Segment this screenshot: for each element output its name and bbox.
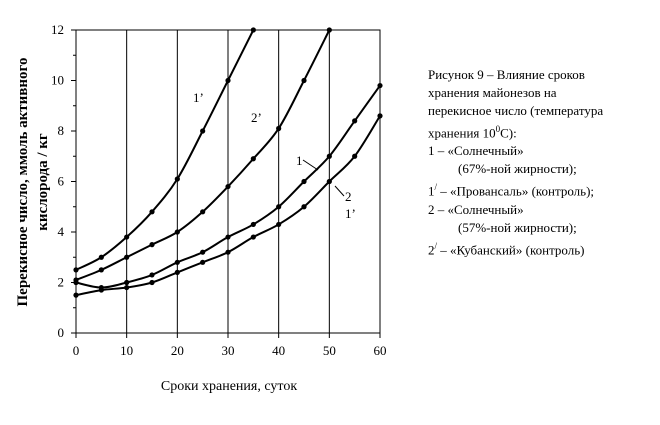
data-point <box>73 267 79 273</box>
data-point <box>200 259 206 265</box>
data-point <box>98 267 104 273</box>
x-tick-label: 0 <box>73 343 80 358</box>
data-point <box>73 292 79 298</box>
data-point <box>250 234 256 240</box>
data-point <box>200 128 206 134</box>
data-point <box>326 27 332 33</box>
y-tick-label: 2 <box>58 275 65 290</box>
data-point <box>276 221 282 228</box>
data-point <box>377 82 383 89</box>
legend-item-1p: 1/ – «Провансаль» (контроль); <box>428 182 595 199</box>
curve-label-1p: 1’ <box>193 90 204 105</box>
data-point <box>276 204 282 210</box>
curve-label-1: 1 <box>296 153 303 168</box>
y-tick-label: 10 <box>51 73 64 88</box>
data-point <box>174 259 180 265</box>
series-line <box>76 30 255 271</box>
caption-line: хранения 100С): <box>428 124 517 141</box>
data-point <box>352 153 358 159</box>
y-tick-label: 0 <box>58 325 65 340</box>
data-point <box>225 234 231 240</box>
y-axis-title-line1: Перекисное число, ммоль активного <box>15 58 31 307</box>
data-point <box>149 279 155 286</box>
x-tick-label: 20 <box>171 343 184 358</box>
series-line <box>76 30 331 281</box>
data-point <box>124 234 130 240</box>
data-point <box>200 249 206 255</box>
data-point <box>301 204 307 210</box>
data-point <box>149 209 155 215</box>
data-point <box>301 77 307 84</box>
y-axis-title-line2: кислорода / кг <box>35 133 51 231</box>
data-point <box>301 178 307 185</box>
legend-item-1-note: (67%-ной жирности); <box>458 161 577 177</box>
x-tick-label: 30 <box>222 343 235 358</box>
caption-line: перекисное число (температура <box>428 103 604 118</box>
data-point <box>250 27 256 33</box>
data-point <box>124 284 130 291</box>
data-point <box>250 156 256 162</box>
data-point <box>200 209 206 215</box>
caption-line: хранения майонезов на <box>428 85 557 100</box>
figure-caption: Рисунок 9 – Влияние сроков хранения майо… <box>428 66 656 259</box>
x-tick-label: 50 <box>323 343 336 358</box>
y-tick-label: 12 <box>51 22 64 37</box>
y-tick-label: 4 <box>58 224 65 239</box>
data-point <box>276 125 282 132</box>
data-point <box>326 178 332 185</box>
series-points <box>73 27 383 298</box>
x-tick-label: 60 <box>374 343 387 358</box>
data-point <box>98 287 104 293</box>
data-point <box>174 176 180 182</box>
data-point <box>250 221 256 228</box>
curve-label-2: 2 <box>345 189 352 204</box>
data-point <box>124 254 130 260</box>
data-point <box>174 229 180 235</box>
data-point <box>98 254 104 260</box>
data-point <box>149 242 155 248</box>
data-point <box>377 113 383 119</box>
curve-label-2-leader <box>334 185 345 197</box>
x-tick-label: 40 <box>272 343 285 358</box>
data-point <box>124 279 130 286</box>
data-point <box>326 153 332 159</box>
data-point <box>225 249 231 255</box>
data-point <box>225 77 231 84</box>
caption-line: Рисунок 9 – Влияние сроков <box>428 67 585 82</box>
data-point <box>174 269 180 275</box>
axes <box>71 29 381 338</box>
x-tick-label: 10 <box>120 343 133 358</box>
x-axis-title: Сроки хранения, суток <box>161 379 297 394</box>
legend-item-1: 1 – «Солнечный» <box>428 143 524 159</box>
y-tick-label: 8 <box>58 123 65 138</box>
legend-item-2: 2 – «Солнечный» <box>428 201 524 217</box>
curve-label-1-leader <box>302 159 319 171</box>
curve-label-2p: 2’ <box>251 110 262 125</box>
curve-label-1p-lower: 1’ <box>345 206 356 221</box>
legend-item-2-note: (57%-ной жирности); <box>458 219 577 235</box>
y-tick-label: 6 <box>58 174 65 189</box>
data-point <box>352 118 358 124</box>
data-point <box>225 183 231 190</box>
data-point <box>149 272 155 278</box>
data-point <box>73 279 79 286</box>
legend-item-2p: 2/ – «Кубанский» (контроль) <box>428 240 585 257</box>
